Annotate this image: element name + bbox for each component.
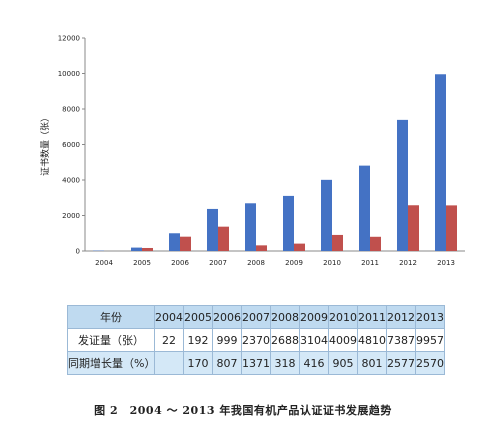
table-cell: 4009 (328, 328, 358, 352)
bar-series-2 (294, 243, 305, 251)
table-cell: 7387 (386, 328, 416, 352)
y-tick-label: 6000 (62, 141, 80, 149)
row-label: 同期增长量（%） (67, 351, 155, 375)
bar-series-2 (142, 247, 153, 251)
x-tick-label: 2012 (399, 259, 417, 267)
bar-series-2 (370, 236, 381, 251)
year-cell: 2007 (241, 305, 271, 329)
bar-series-1 (169, 233, 180, 251)
year-cell: 2005 (183, 305, 213, 329)
table-cell: 416 (299, 351, 329, 375)
row-label: 发证量（张） (67, 328, 155, 352)
year-cell: 2006 (212, 305, 242, 329)
bar-series-1 (435, 74, 446, 252)
table-cell: 2570 (415, 351, 445, 375)
year-cell: 2008 (270, 305, 300, 329)
table-cell: 318 (270, 351, 300, 375)
table-cell: 2577 (386, 351, 416, 375)
bar-series-1 (397, 119, 408, 251)
table-cell: 3104 (299, 328, 329, 352)
bar-series-1 (207, 208, 218, 251)
x-tick-label: 2007 (209, 259, 227, 267)
chart-labels: 0 2000 4000 6000 8000 10000 12000 2004 2005 2006 2… (39, 35, 455, 268)
table-cell: 999 (212, 328, 242, 352)
table-cell: 170 (183, 351, 213, 375)
table-cell (154, 351, 184, 375)
y-tick-label: 10000 (58, 70, 80, 78)
bar-series-2 (256, 245, 267, 251)
x-tick-label: 2008 (247, 259, 265, 267)
year-cell: 2010 (328, 305, 358, 329)
table-cell: 192 (183, 328, 213, 352)
table-cell: 4810 (357, 328, 387, 352)
table-cell: 2370 (241, 328, 271, 352)
year-cell: 2013 (415, 305, 445, 329)
bar-series-2 (180, 236, 191, 251)
bar-series-2 (408, 205, 419, 251)
table-header-label: 年份 (67, 305, 155, 329)
bar-series-1 (321, 179, 332, 251)
bar-series-2 (218, 226, 229, 251)
x-tick-label: 2013 (437, 259, 455, 267)
bar-series-1 (359, 165, 370, 251)
table-cell: 905 (328, 351, 358, 375)
table-cell: 1371 (241, 351, 271, 375)
x-tick-label: 2009 (285, 259, 303, 267)
y-tick-label: 4000 (62, 177, 80, 185)
table-row: 同期增长量（%） 170 807 1371 318 416 905 801 25… (67, 351, 445, 375)
table-cell: 2688 (270, 328, 300, 352)
bar-series-1 (245, 203, 256, 251)
y-tick-label: 2000 (62, 212, 80, 220)
bar-series-2 (332, 234, 343, 251)
year-cell: 2009 (299, 305, 329, 329)
chart-bars (93, 74, 457, 252)
year-cell: 2011 (357, 305, 387, 329)
table-cell: 22 (154, 328, 184, 352)
bar-series-1 (283, 195, 294, 251)
x-tick-label: 2006 (171, 259, 189, 267)
x-tick-label: 2011 (361, 259, 379, 267)
year-cell: 2004 (154, 305, 184, 329)
y-tick-label: 8000 (62, 106, 80, 114)
table-cell: 807 (212, 351, 242, 375)
x-tick-label: 2005 (133, 259, 151, 267)
bar-series-2 (446, 205, 457, 251)
data-table: 年份 2004 2005 2006 2007 2008 2009 2010 20… (67, 305, 445, 375)
y-tick-label: 12000 (58, 35, 80, 43)
table-cell: 801 (357, 351, 387, 375)
table-row: 发证量（张） 22 192 999 2370 2688 3104 4009 48… (67, 328, 445, 352)
y-axis-label: 证书数量（张） (39, 113, 51, 176)
figure-caption: 图 2 2004 ～ 2013 年我国有机产品认证证书发展趋势 (94, 404, 392, 417)
bar-chart: 0 2000 4000 6000 8000 10000 12000 2004 2005 2006 2… (39, 35, 465, 268)
x-tick-label: 2010 (323, 259, 341, 267)
x-tick-label: 2004 (95, 259, 113, 267)
table-header-row: 年份 2004 2005 2006 2007 2008 2009 2010 20… (67, 305, 445, 329)
table-cell: 9957 (415, 328, 445, 352)
year-cell: 2012 (386, 305, 416, 329)
bar-series-1 (131, 247, 142, 251)
y-tick-label: 0 (76, 248, 80, 256)
